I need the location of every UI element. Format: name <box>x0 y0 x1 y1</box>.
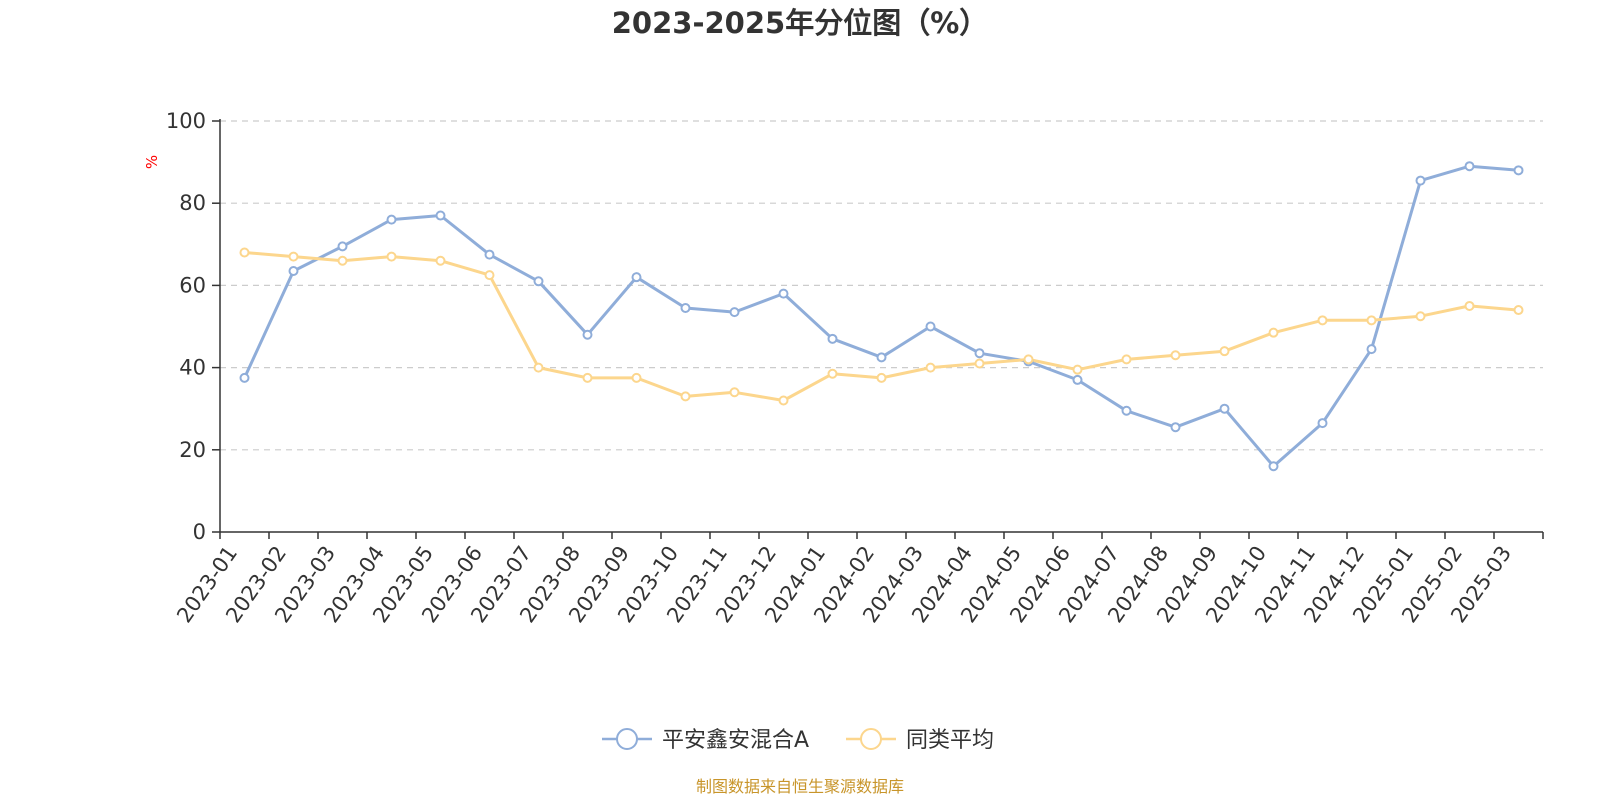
data-point-series-2[interactable] <box>1072 364 1083 375</box>
data-point-series-1[interactable] <box>1366 344 1377 355</box>
data-point-series-2[interactable] <box>386 251 397 262</box>
data-point-series-1[interactable] <box>1072 374 1083 385</box>
data-point-series-1[interactable] <box>1415 175 1426 186</box>
data-point-series-2[interactable] <box>827 368 838 379</box>
data-point-series-2[interactable] <box>337 255 348 266</box>
data-point-series-2[interactable] <box>1023 354 1034 365</box>
y-axis-label: % <box>143 155 161 169</box>
data-point-series-1[interactable] <box>239 372 250 383</box>
data-point-series-2[interactable] <box>582 372 593 383</box>
data-point-series-2[interactable] <box>925 362 936 373</box>
data-point-series-2[interactable] <box>239 247 250 258</box>
data-point-series-1[interactable] <box>582 329 593 340</box>
data-point-series-2[interactable] <box>1366 315 1377 326</box>
data-point-series-2[interactable] <box>435 255 446 266</box>
legend-marker-series-1 <box>616 728 638 750</box>
data-point-series-1[interactable] <box>876 352 887 363</box>
legend-label-series-1: 平安鑫安混合A <box>662 728 809 753</box>
data-point-series-2[interactable] <box>1219 346 1230 357</box>
y-tick-label: 100 <box>166 109 206 133</box>
data-point-series-1[interactable] <box>435 210 446 221</box>
data-point-series-2[interactable] <box>1170 350 1181 361</box>
y-tick-label: 80 <box>179 191 206 215</box>
data-point-series-2[interactable] <box>1415 311 1426 322</box>
data-point-series-1[interactable] <box>386 214 397 225</box>
data-point-series-2[interactable] <box>729 387 740 398</box>
data-point-series-2[interactable] <box>288 251 299 262</box>
data-point-series-2[interactable] <box>1317 315 1328 326</box>
data-point-series-2[interactable] <box>974 358 985 369</box>
data-point-series-1[interactable] <box>533 276 544 287</box>
legend-marker-series-2 <box>860 728 882 750</box>
data-point-series-2[interactable] <box>533 362 544 373</box>
data-point-series-1[interactable] <box>974 348 985 359</box>
data-point-series-1[interactable] <box>778 288 789 299</box>
legend-item-series-1[interactable]: 平安鑫安混合A <box>602 728 809 753</box>
data-point-series-1[interactable] <box>827 333 838 344</box>
data-point-series-1[interactable] <box>1121 405 1132 416</box>
data-point-series-2[interactable] <box>876 372 887 383</box>
data-point-series-1[interactable] <box>288 266 299 277</box>
data-point-series-1[interactable] <box>484 249 495 260</box>
data-point-series-2[interactable] <box>484 270 495 281</box>
y-tick-label: 40 <box>179 356 206 380</box>
data-point-series-1[interactable] <box>337 241 348 252</box>
y-tick-label: 0 <box>193 520 206 544</box>
data-point-series-1[interactable] <box>1219 403 1230 414</box>
data-point-series-1[interactable] <box>1513 165 1524 176</box>
data-point-series-2[interactable] <box>778 395 789 406</box>
data-point-series-2[interactable] <box>631 372 642 383</box>
data-point-series-1[interactable] <box>1170 422 1181 433</box>
data-point-series-2[interactable] <box>1513 305 1524 316</box>
data-point-series-1[interactable] <box>631 272 642 283</box>
legend: 平安鑫安混合A 同类平均 <box>602 728 994 753</box>
data-point-series-2[interactable] <box>1464 300 1475 311</box>
legend-label-series-2: 同类平均 <box>906 728 994 753</box>
data-point-series-1[interactable] <box>680 303 691 314</box>
data-point-series-1[interactable] <box>1317 418 1328 429</box>
grid-lines <box>220 120 1543 451</box>
series-line-1 <box>243 164 1519 468</box>
series-lines <box>239 161 1524 472</box>
legend-item-series-2[interactable]: 同类平均 <box>846 728 994 753</box>
data-point-series-2[interactable] <box>680 391 691 402</box>
data-point-series-1[interactable] <box>1464 161 1475 172</box>
y-tick-label: 60 <box>179 273 206 297</box>
data-point-series-1[interactable] <box>925 321 936 332</box>
data-point-series-1[interactable] <box>729 307 740 318</box>
data-point-series-1[interactable] <box>1268 461 1279 472</box>
data-point-series-2[interactable] <box>1121 354 1132 365</box>
source-note: 制图数据来自恒生聚源数据库 <box>696 777 904 796</box>
data-point-series-2[interactable] <box>1268 327 1279 338</box>
chart-title: 2023-2025年分位图（%） <box>612 6 989 40</box>
y-tick-label: 20 <box>179 438 206 462</box>
